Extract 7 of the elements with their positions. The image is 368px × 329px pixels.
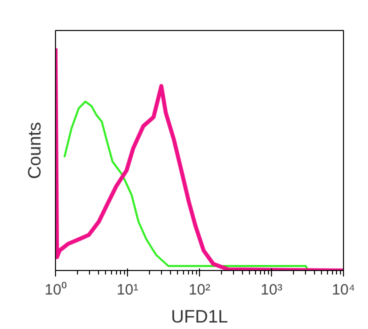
x-tick-label: 10²	[188, 282, 210, 298]
y-axis-title: Counts	[24, 122, 44, 180]
x-tick-label: 10¹	[116, 282, 138, 298]
x-axis-title: UFD1L	[170, 306, 228, 326]
x-tick-label: 10⁰	[44, 282, 66, 298]
x-tick-label: 10⁴	[332, 282, 356, 298]
x-tick-label: 10³	[260, 282, 282, 298]
